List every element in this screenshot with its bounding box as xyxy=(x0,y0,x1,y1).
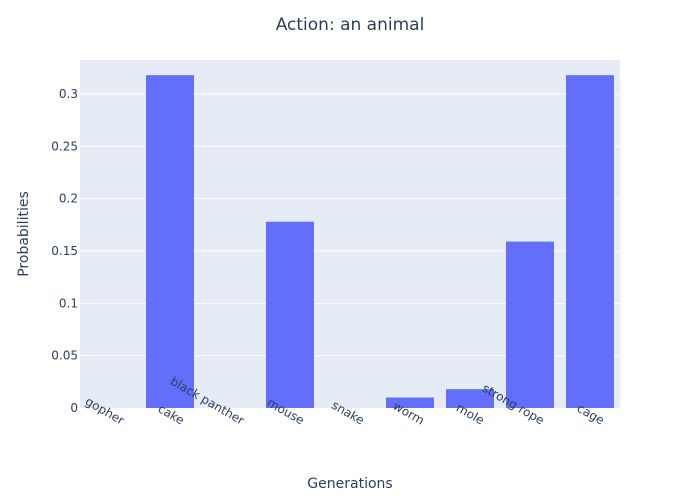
bars xyxy=(146,75,614,409)
y-tick-label: 0.2 xyxy=(59,192,78,206)
y-tick-label: 0.05 xyxy=(51,349,78,363)
y-axis-title: Probabilities xyxy=(16,191,32,277)
y-tick-label: 0 xyxy=(70,401,78,415)
x-axis-title: Generations xyxy=(307,476,392,492)
y-axis-ticks: 0 0.05 0.1 0.15 0.2 0.25 0.3 xyxy=(51,87,78,415)
bar-cage xyxy=(566,75,614,409)
y-tick-label: 0.3 xyxy=(59,87,78,101)
y-tick-label: 0.1 xyxy=(59,296,78,310)
bar-cake xyxy=(146,75,194,409)
bar-mouse xyxy=(266,221,314,408)
bar-worm xyxy=(386,397,434,408)
bar-strong-rope xyxy=(506,241,554,408)
y-tick-label: 0.25 xyxy=(51,139,78,153)
bar-mole xyxy=(446,389,494,408)
chart-title: Action: an animal xyxy=(276,15,425,35)
y-tick-label: 0.15 xyxy=(51,244,78,258)
